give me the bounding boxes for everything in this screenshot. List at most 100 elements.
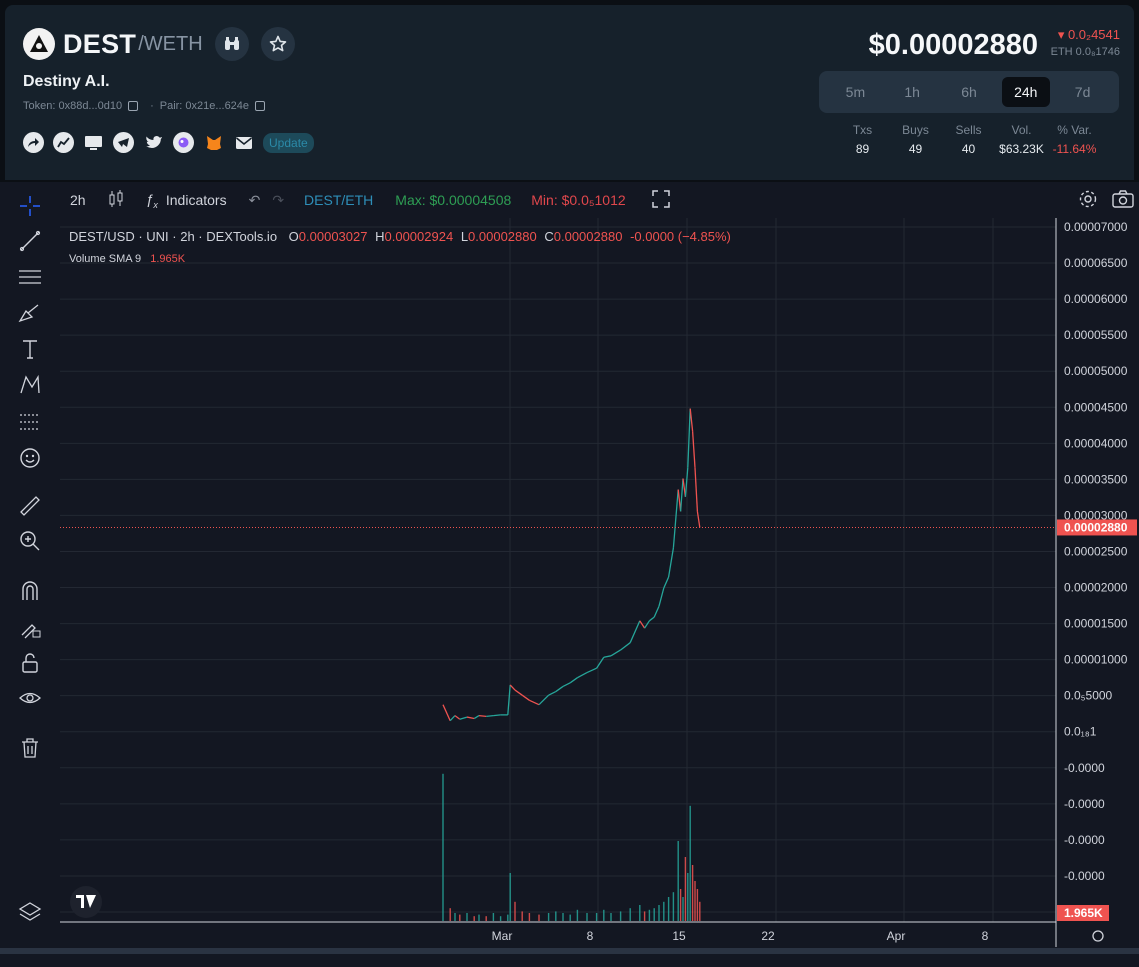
metamask-icon[interactable] [203,132,224,153]
prediction-icon[interactable] [18,410,42,434]
y-tick-label: 0.00007000 [1064,220,1128,234]
volume-bar [509,873,511,921]
favorite-button[interactable] [260,27,295,61]
legend-low: 0.00002880 [468,229,537,244]
price-segment [459,716,468,720]
y-tick-label: 0.00004000 [1064,436,1128,450]
brush-icon[interactable] [18,301,42,325]
max-price-label: Max: $0.00004508 [395,192,512,208]
chart-resize-handle[interactable] [0,948,1139,954]
settings-icon[interactable] [1078,189,1098,212]
tf-24h[interactable]: 24h [1001,77,1050,107]
volume-bar [603,909,605,921]
tf-1h[interactable]: 1h [904,84,920,100]
price-chart[interactable]: 0.00007000 0.00006500 0.00006000 0.00005500… [60,218,1139,947]
zoom-in-icon[interactable] [18,529,42,553]
x-tick-label: 8 [587,929,594,943]
redo-icon[interactable]: ↷ [272,191,285,208]
update-button[interactable]: Update [263,132,314,153]
current-price-badge [1057,519,1137,536]
chart-link-icon[interactable] [53,132,74,153]
horizontal-lines-icon[interactable] [18,265,42,289]
pair-quote: /WETH [138,32,203,55]
copy-pair-icon[interactable] [255,101,266,111]
tf-7d[interactable]: 7d [1074,84,1091,100]
binoculars-button[interactable] [214,27,249,61]
price-segment [644,620,650,629]
price-segment [562,682,571,688]
token-header: DEST /WETH Destiny A.I. Token: 0x88d...0… [5,5,1134,180]
x-tick-label: 22 [761,929,775,943]
price-segment [486,714,494,717]
price-segment [493,714,501,717]
website-icon[interactable] [83,132,104,153]
timeframe-selector: 5m 1h 6h 24h 7d [819,71,1119,113]
y-tick-label: 0.00001500 [1064,617,1128,631]
pair-address: Pair: 0x21e...624e [159,100,250,112]
indicators-button[interactable]: Indicators [165,192,227,208]
pair-toggle[interactable]: DEST/ETH [304,192,374,208]
volume-bar [492,913,495,921]
x-tick-label: 15 [672,929,686,943]
price-segment [521,694,530,701]
volume-label: Volume SMA 9 [69,253,142,265]
price-segment [696,511,701,528]
price-segment [689,408,694,432]
price-change: ▾ 0.0₂4541 ETH 0.0₈1746 [1051,27,1120,58]
volume-bar [478,914,480,921]
volume-bar [643,911,646,921]
fx-icon[interactable]: ƒx [145,190,158,210]
interval-button[interactable]: 2h [70,192,86,208]
legend-title: DEST/USD · UNI · 2h · DEXTools.io [69,229,278,244]
stat-txs: Txs 89 [852,123,873,156]
current-price-badge-text: 0.00002880 [1064,520,1128,534]
y-tick-label: 0.00005000 [1064,364,1128,378]
current-price: $0.00002880 [868,29,1038,61]
price-segment [449,715,456,722]
camera-icon[interactable] [1111,189,1134,211]
undo-icon[interactable]: ↶ [248,191,261,208]
emoji-icon[interactable] [18,446,42,470]
copy-token-icon[interactable] [128,101,139,111]
candle-type-icon[interactable] [108,189,124,211]
text-icon[interactable] [18,337,42,361]
fullscreen-icon[interactable] [651,189,670,211]
star-icon [269,35,286,52]
volume-bar [682,897,684,921]
twitter-icon[interactable] [143,132,164,153]
legend-change: -0.0000 (−4.85%) [630,229,731,244]
ruler-icon[interactable] [18,494,42,518]
volume-bar [699,901,701,921]
unlock-icon[interactable] [18,651,42,675]
layers-icon[interactable] [18,900,42,924]
lock-drawing-icon[interactable] [18,615,42,639]
y-tick-label: 0.00002500 [1064,544,1128,558]
binoculars-icon [224,37,239,50]
y-tick-label: 0.0₁₈1 [1064,725,1097,739]
token-address: Token: 0x88d...0d10 [23,100,123,112]
price-segment [569,677,578,684]
share-icon[interactable] [23,132,44,153]
coingecko-icon[interactable] [173,132,194,153]
telegram-icon[interactable] [113,132,134,153]
volume-bar [521,911,523,921]
volume-bar [528,913,531,921]
tf-5m[interactable]: 5m [845,84,866,100]
visibility-icon[interactable] [18,686,42,710]
tradingview-logo-mark [76,895,96,908]
volume-bar [653,908,655,921]
y-tick-label: -0.0000 [1064,761,1105,775]
email-icon[interactable] [233,132,254,153]
tf-6h[interactable]: 6h [961,84,977,100]
volume-bar [689,805,691,921]
pattern-icon[interactable] [18,373,42,397]
y-tick-label: 0.00003000 [1064,508,1128,522]
trend-line-icon[interactable] [18,229,42,253]
x-tick-label: 8 [982,929,989,943]
magnet-icon[interactable] [18,579,42,603]
legend-high: 0.00002924 [384,229,454,244]
trash-icon[interactable] [18,736,42,760]
price-segment [691,431,696,468]
crosshair-icon[interactable] [18,194,42,218]
price-segment [653,605,660,618]
